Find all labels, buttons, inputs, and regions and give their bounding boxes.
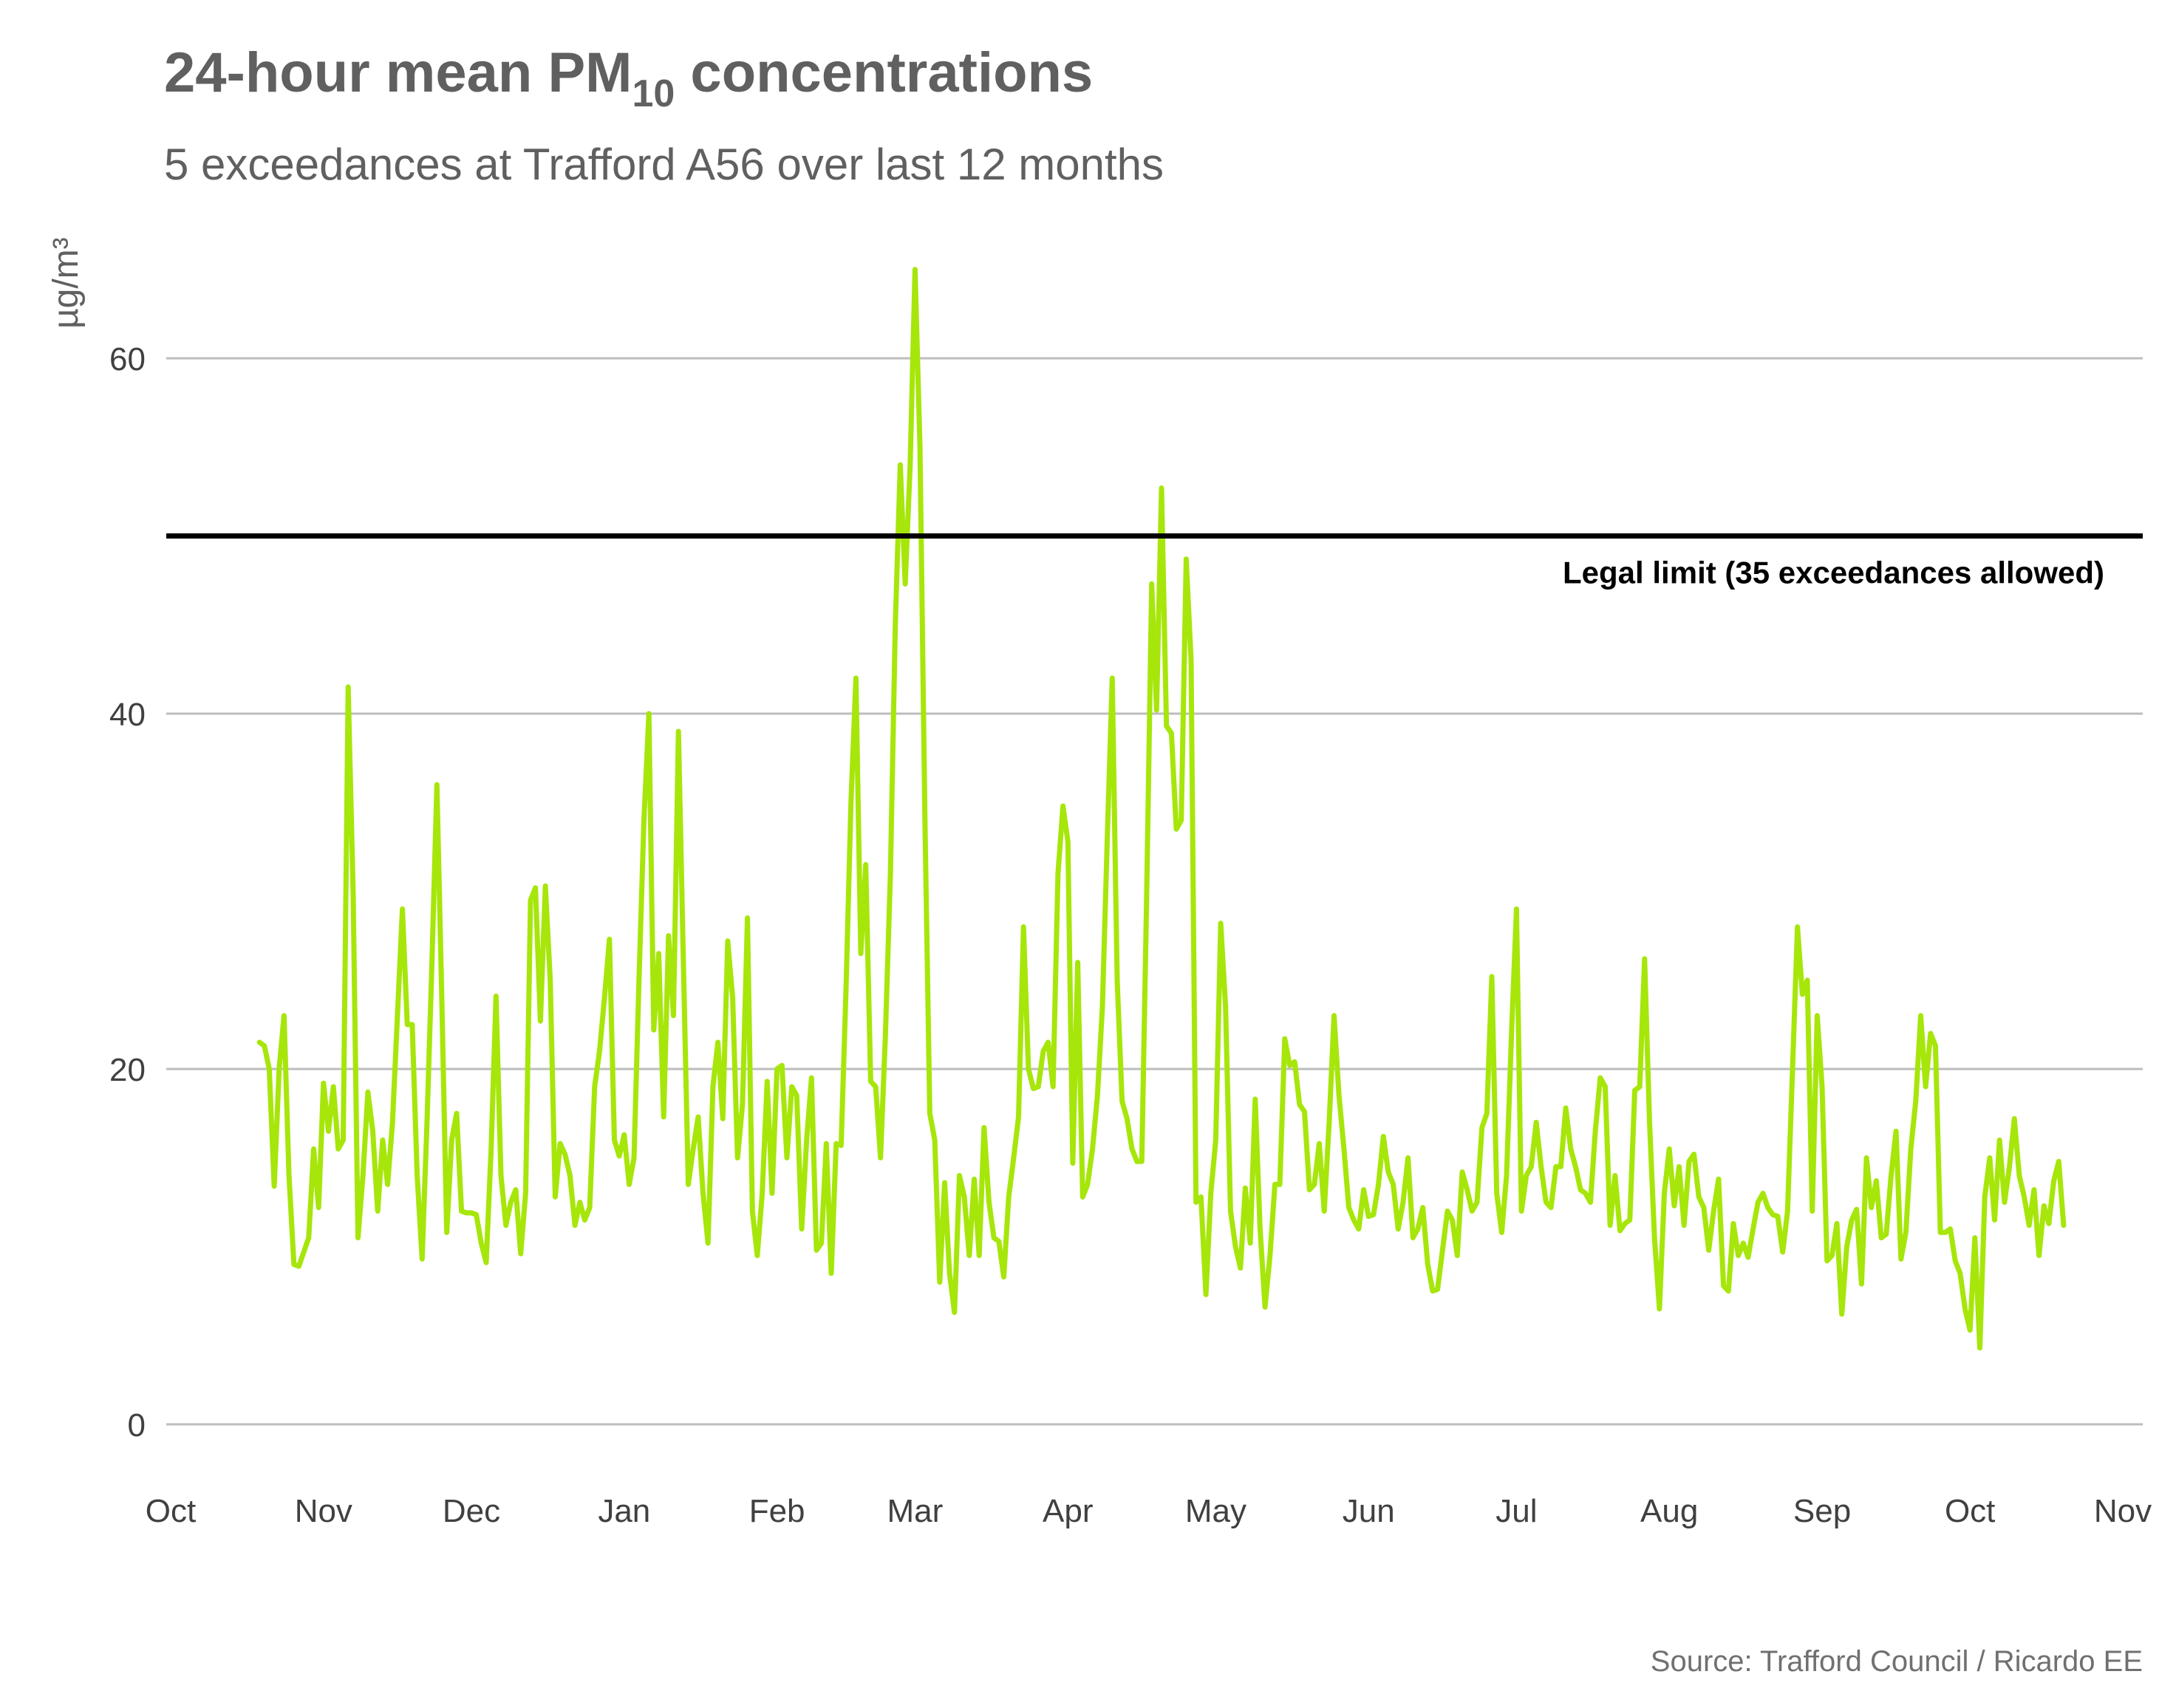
y-tick-label: 40 [109, 697, 146, 733]
x-tick-label: Nov [2094, 1493, 2152, 1529]
x-tick-label: Jun [1343, 1493, 1395, 1529]
x-tick-label: Sep [1793, 1493, 1851, 1529]
y-tick-label: 20 [109, 1052, 146, 1088]
x-tick-label: Oct [1945, 1493, 1995, 1529]
y-tick-label: 60 [109, 341, 146, 378]
series-layer [256, 267, 2067, 1351]
limit-label: Legal limit (35 exceedances allowed) [1563, 556, 2104, 590]
limit-layer: Legal limit (35 exceedances allowed) [166, 533, 2143, 590]
x-tick-labels: Oct Nov Dec Jan Feb Mar Apr May Jun Jul Aug Sep Oct N… [146, 1493, 2152, 1529]
series-line [256, 267, 2067, 1351]
x-tick-label: May [1185, 1493, 1246, 1529]
x-tick-label: Apr [1043, 1493, 1093, 1529]
x-tick-label: Jan [598, 1493, 650, 1529]
y-axis-label: µg/m³ [47, 237, 86, 329]
source-note: Source: Trafford Council / Ricardo EE [1651, 1645, 2143, 1678]
x-tick-label: Feb [749, 1493, 805, 1529]
x-tick-label: Nov [295, 1493, 352, 1529]
x-tick-label: Aug [1640, 1493, 1698, 1529]
x-tick-label: Dec [443, 1493, 500, 1529]
x-tick-label: Jul [1495, 1493, 1537, 1529]
y-tick-label: 0 [128, 1407, 146, 1444]
x-tick-label: Mar [887, 1493, 944, 1529]
x-tick-label: Oct [146, 1493, 196, 1529]
chart-subtitle: 5 exceedances at Trafford A56 over last … [164, 140, 1164, 189]
chart-title: 24-hour mean PM10 concentrations [164, 41, 1093, 115]
y-tick-labels: 0 20 40 60 [109, 341, 146, 1444]
